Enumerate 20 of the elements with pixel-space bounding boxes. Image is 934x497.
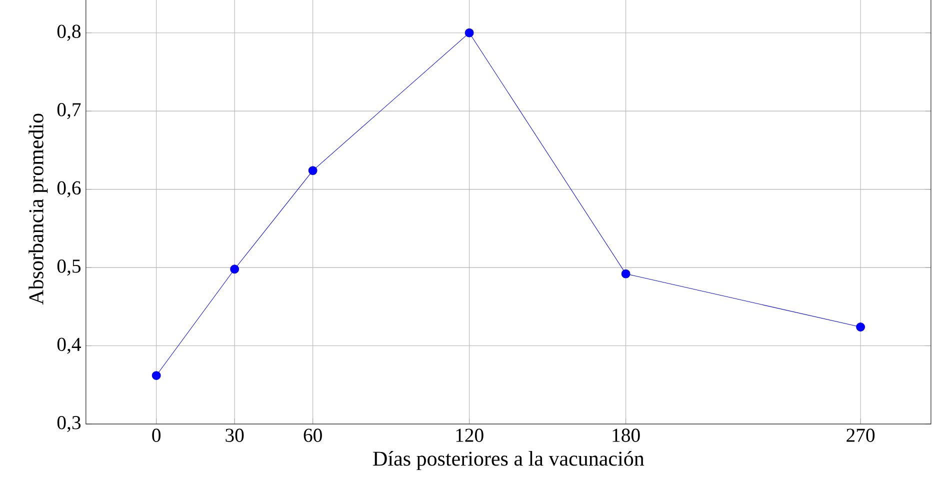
point — [152, 371, 161, 380]
x-tick-label: 0 — [152, 428, 161, 442]
x-tick-label: 180 — [612, 428, 640, 442]
x-tick-label: 120 — [456, 428, 484, 442]
point — [856, 322, 866, 332]
y-tick-label: 0,6 — [57, 181, 81, 198]
point — [308, 166, 318, 176]
y-tick-label: 0,3 — [57, 416, 81, 432]
y-axis-title: Absorbancia promedio — [28, 114, 48, 305]
y-tick-label: 0,5 — [57, 260, 81, 276]
point — [464, 28, 474, 38]
point — [230, 264, 240, 274]
point — [621, 269, 630, 278]
x-tick-label: 30 — [226, 428, 244, 442]
y-tick-label: 0,8 — [57, 24, 81, 41]
y-tick-label: 0,4 — [57, 338, 81, 354]
y-tick-label: 0,7 — [57, 103, 81, 120]
x-tick-label: 60 — [304, 428, 322, 442]
x-tick-label: 270 — [846, 428, 875, 442]
x-axis-title: Días posteriores a la vacunación — [373, 451, 644, 470]
